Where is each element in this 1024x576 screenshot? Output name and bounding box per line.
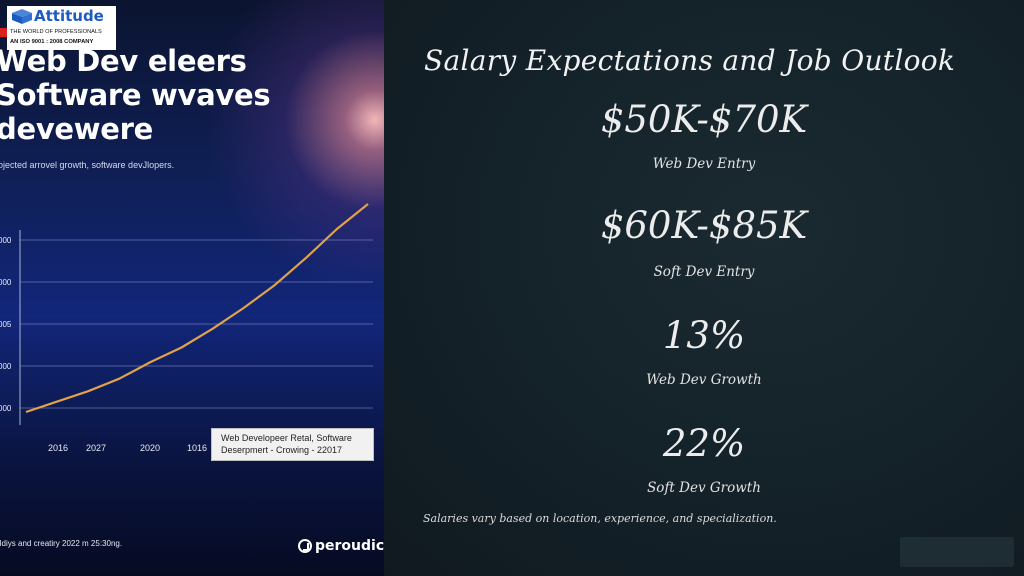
stat-value-soft-growth: 22% bbox=[662, 422, 746, 465]
growth-series-line bbox=[25, 203, 369, 414]
stat-value-soft-entry: $60K-$85K bbox=[600, 204, 808, 247]
y-tick-label: 000 bbox=[0, 404, 12, 413]
tooltip-line-2: Deserpmert - Crowing - 22017 bbox=[221, 445, 343, 455]
stat-label-soft-growth: Soft Dev Growth bbox=[647, 480, 761, 496]
logo-brand-name: Attitude bbox=[34, 7, 104, 25]
slide-panel bbox=[384, 0, 1024, 576]
logo-tagline: THE WORLD OF PROFESSIONALS bbox=[10, 29, 102, 35]
logo-accent bbox=[0, 28, 7, 37]
company-logo: Attitude THE WORLD OF PROFESSIONALS AN I… bbox=[0, 6, 116, 50]
growth-line-chart: 000 000 005 000 000 2016 2027 2020 1016 bbox=[0, 203, 373, 453]
x-tick-label: 2016 bbox=[48, 443, 68, 453]
image-brand-label: peroudic bbox=[315, 538, 384, 554]
stat-label-web-entry: Web Dev Entry bbox=[652, 156, 756, 172]
y-tick-label: 000 bbox=[0, 278, 12, 287]
chart-tooltip: Web Developeer Retal, Software Deserpmer… bbox=[211, 428, 374, 461]
stat-value-web-growth: 13% bbox=[662, 314, 746, 357]
corner-panel bbox=[900, 537, 1014, 567]
image-footer-text: lldiys and creatiry 2022 m 25:30ng. bbox=[0, 539, 123, 548]
image-subtitle: ojected arrovel growth, software devJlop… bbox=[0, 160, 175, 170]
x-tick-label: 2020 bbox=[140, 443, 160, 453]
tooltip-line-1: Web Developeer Retal, Software bbox=[221, 433, 352, 443]
slide-title: Salary Expectations and Job Outlook bbox=[424, 44, 956, 77]
stat-value-web-entry: $50K-$70K bbox=[600, 98, 808, 141]
salary-note: Salaries vary based on location, experie… bbox=[423, 512, 777, 525]
image-brand: peroudic bbox=[298, 538, 384, 554]
promo-image: Web Dev eleers Software wvaves devewere … bbox=[0, 0, 384, 576]
x-tick-label: 2027 bbox=[86, 443, 106, 453]
logo-certification: AN ISO 9001 : 2008 COMPANY bbox=[10, 39, 94, 45]
stat-label-web-growth: Web Dev Growth bbox=[646, 372, 762, 388]
image-headline: Web Dev eleers Software wvaves devewere bbox=[0, 44, 271, 146]
y-tick-label: 005 bbox=[0, 320, 12, 329]
brand-logo-icon bbox=[298, 539, 312, 553]
y-tick-label: 000 bbox=[0, 362, 12, 371]
cube-icon bbox=[12, 9, 32, 24]
y-tick-label: 000 bbox=[0, 236, 12, 245]
x-tick-label: 1016 bbox=[187, 443, 207, 453]
stat-label-soft-entry: Soft Dev Entry bbox=[653, 264, 755, 280]
